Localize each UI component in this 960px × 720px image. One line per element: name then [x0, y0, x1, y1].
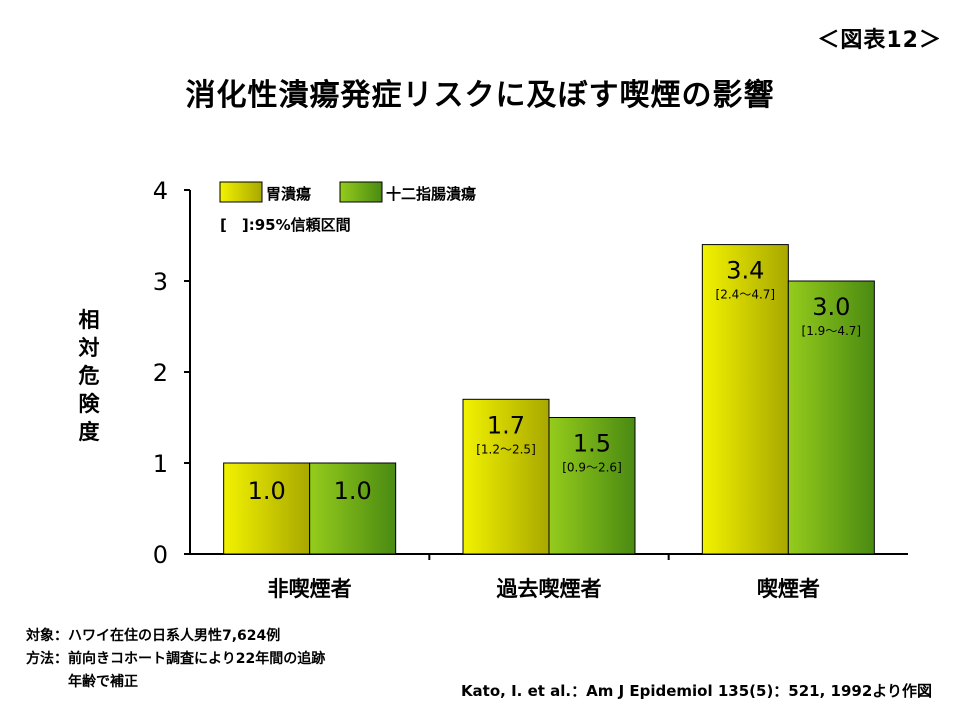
bar	[462, 398, 550, 555]
value-label: 1.5	[573, 430, 611, 458]
bar	[701, 244, 789, 555]
x-tick-label: 過去喫煙者	[497, 577, 602, 601]
figure-label: ＜図表12＞	[817, 28, 942, 53]
ci-label: [0.9～2.6]	[562, 461, 622, 475]
x-tick-label: 喫煙者	[757, 577, 820, 601]
ci-label: [2.4～4.7]	[716, 288, 776, 302]
value-label: 1.0	[248, 477, 286, 505]
y-tick-label: 2	[153, 359, 168, 387]
bars	[223, 244, 875, 555]
legend-label: 十二指腸潰瘍	[386, 185, 476, 203]
note-subject: 対象：ハワイ在住の日系人男性7,624例	[26, 628, 281, 644]
legend-note: [ ]:95%信頼区間	[220, 216, 351, 234]
bar	[787, 280, 875, 555]
y-axis-label: 相対危険度	[78, 308, 100, 444]
y-tick-label: 3	[153, 268, 168, 296]
value-label: 1.0	[334, 477, 372, 505]
value-label: 3.4	[726, 257, 764, 285]
value-label: 3.0	[812, 293, 850, 321]
note-method: 方法：前向きコホート調査により22年間の追跡	[26, 651, 326, 667]
x-tick-label: 非喫煙者	[268, 577, 352, 601]
note-adjust: 年齢で補正	[68, 674, 138, 690]
y-tick-label: 1	[153, 450, 168, 478]
bar	[548, 417, 636, 555]
legend-swatch	[339, 181, 383, 203]
bar	[309, 462, 397, 555]
legend-swatch	[219, 181, 263, 203]
chart-title: 消化性潰瘍発症リスクに及ぼす喫煙の影響	[185, 78, 775, 113]
value-label: 1.7	[487, 411, 525, 439]
bar	[223, 462, 311, 555]
ci-label: [1.2～2.5]	[476, 442, 536, 456]
ci-label: [1.9～4.7]	[802, 324, 862, 338]
legend: 胃潰瘍 十二指腸潰瘍 [ ]:95%信頼区間	[219, 181, 476, 234]
data-labels: 非喫煙者 1.0 1.0 過去喫煙者 1.7 [1.2～2.5] 1.5 [0.9～2.6] 喫…	[248, 257, 862, 601]
y-tick-label: 0	[153, 541, 168, 569]
citation: Kato, I. et al.：Am J Epidemiol 135(5)：52…	[460, 682, 932, 700]
legend-label: 胃潰瘍	[266, 185, 311, 203]
y-tick-label: 4	[153, 177, 168, 205]
